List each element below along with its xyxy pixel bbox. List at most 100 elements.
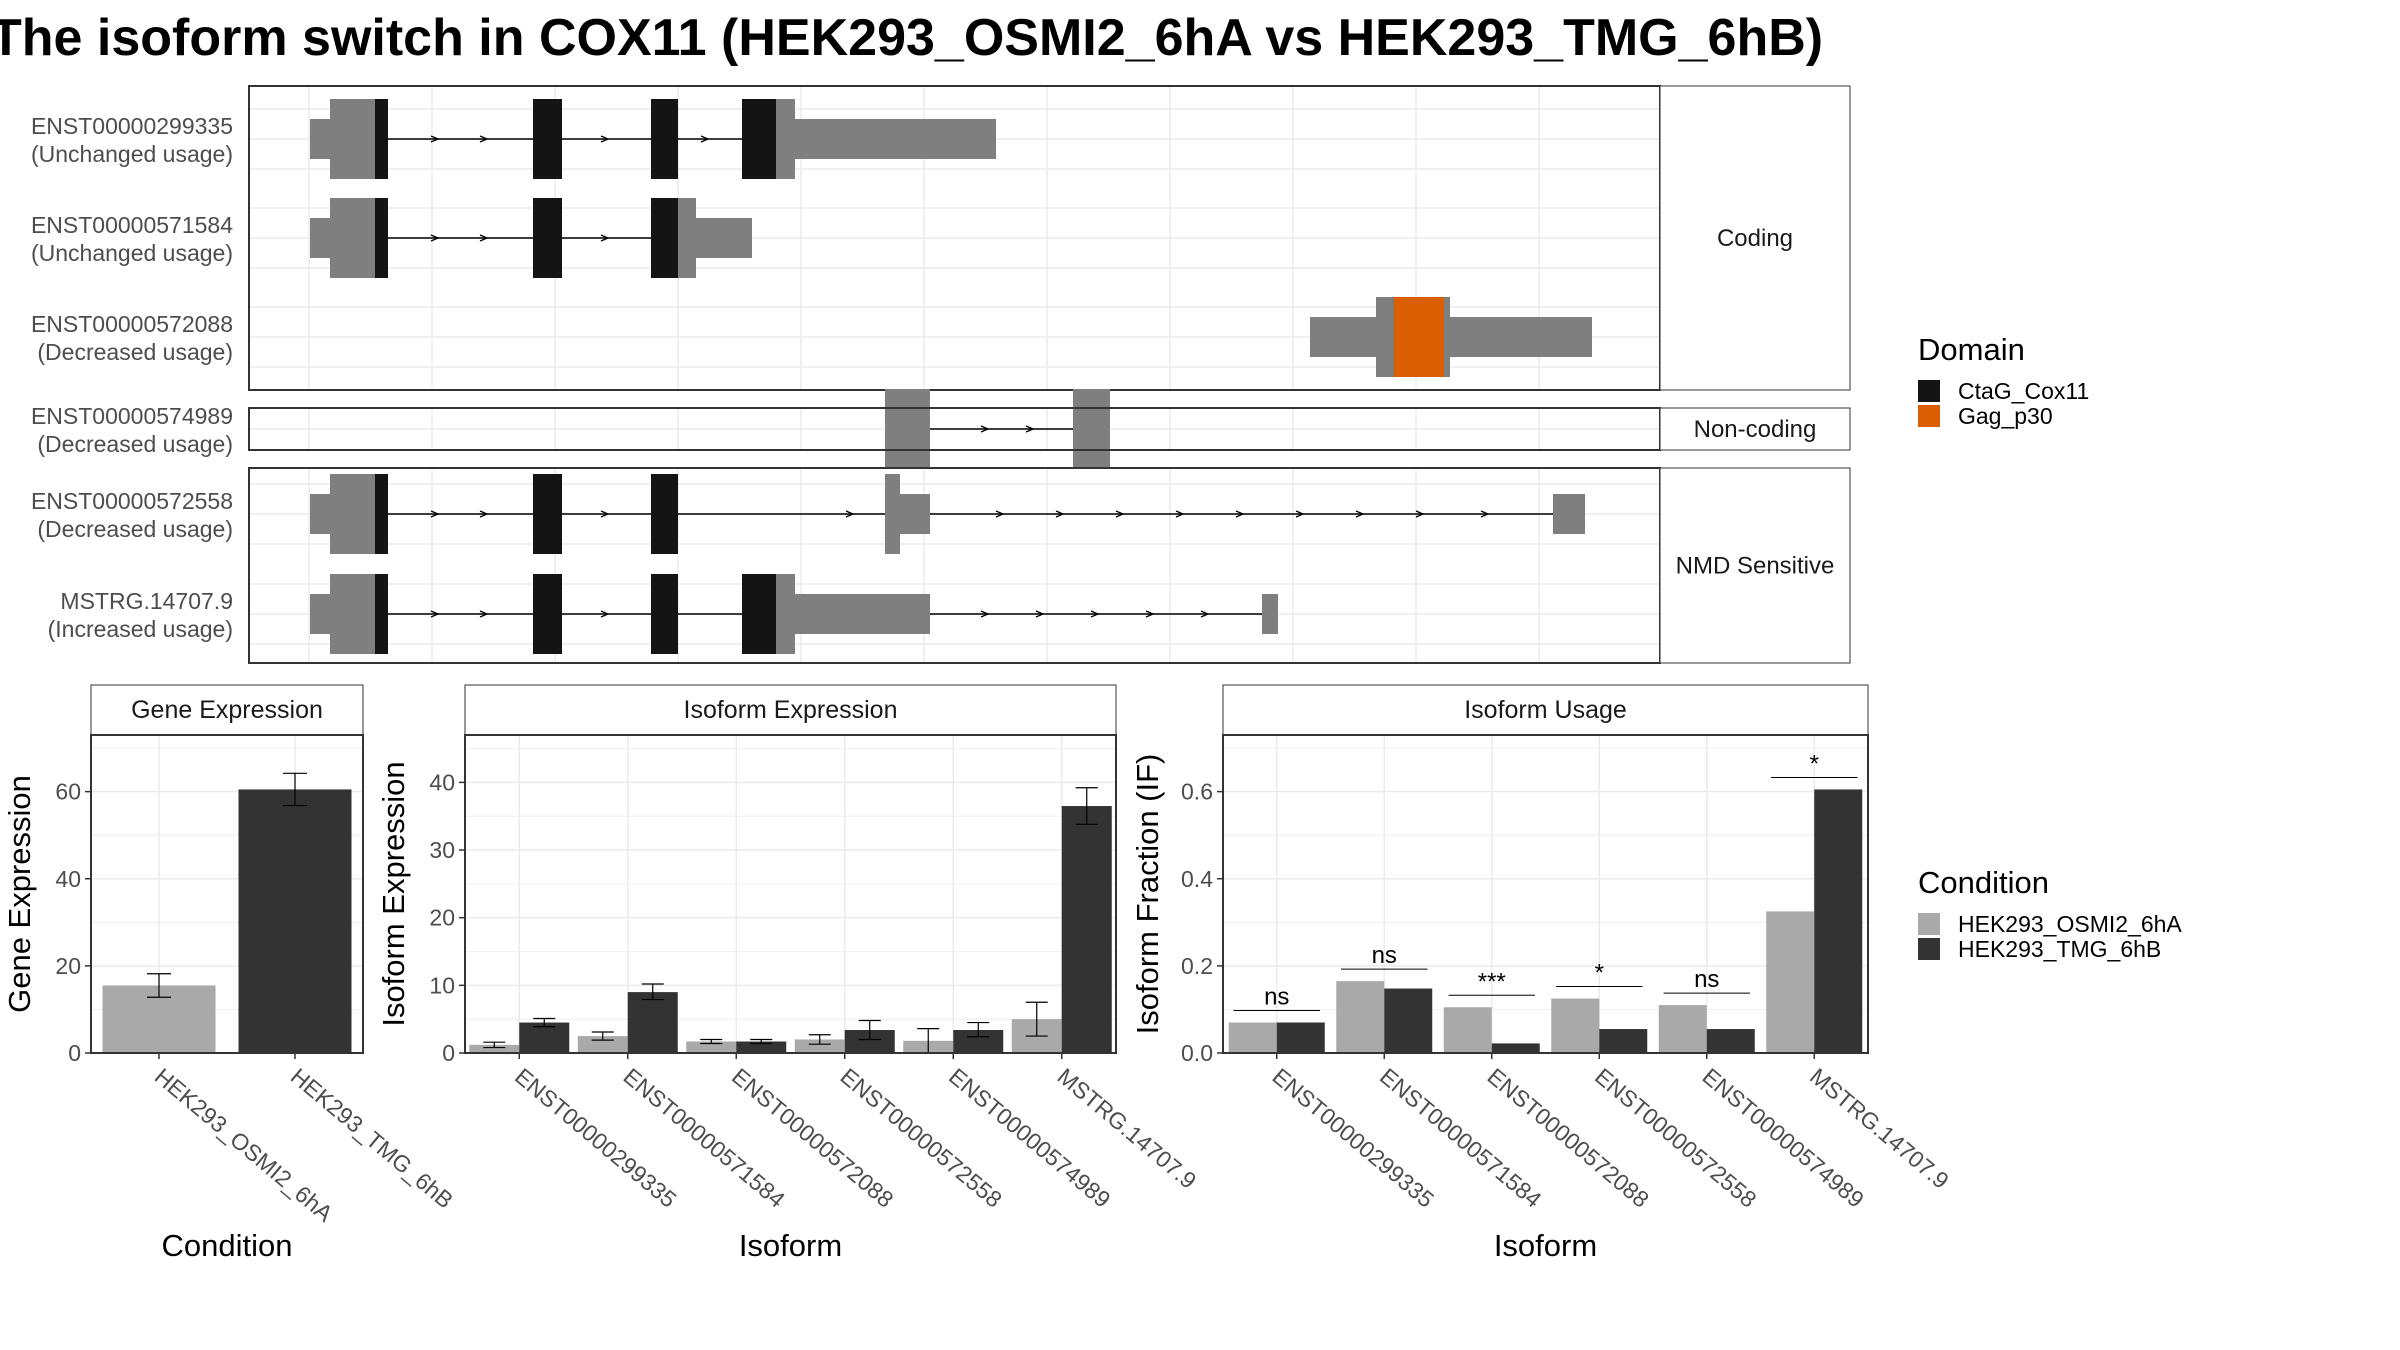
exon-block bbox=[885, 389, 930, 469]
significance-label: * bbox=[1595, 960, 1604, 987]
chart-title: Isoform Expression bbox=[684, 696, 898, 724]
transcript-usage-label: (Decreased usage) bbox=[37, 516, 233, 542]
domain-ctag-cox11-block bbox=[533, 198, 562, 278]
plot-panel-background bbox=[465, 735, 1116, 1053]
x-axis-title: Condition bbox=[162, 1228, 293, 1263]
intron-direction-arrow bbox=[1200, 610, 1210, 618]
facet-strip bbox=[1659, 85, 1851, 391]
domain-ctag-cox11-block bbox=[651, 99, 678, 179]
bar bbox=[1766, 911, 1815, 1053]
y-axis-title: Isoform Expression bbox=[376, 761, 411, 1026]
bar bbox=[1551, 998, 1600, 1053]
intron-direction-arrow bbox=[845, 510, 855, 518]
legend-swatch bbox=[1918, 913, 1940, 935]
intron-direction-arrow bbox=[1115, 510, 1125, 518]
intron-direction-arrow bbox=[700, 135, 710, 143]
intron-direction-arrow bbox=[1025, 425, 1035, 433]
exon-block bbox=[776, 574, 795, 654]
figure-title: The isoform switch in COX11 (HEK293_OSMI… bbox=[0, 9, 1823, 67]
intron-direction-arrow bbox=[1295, 510, 1305, 518]
legend-label: Gag_p30 bbox=[1958, 403, 2053, 429]
legend-label: CtaG_Cox11 bbox=[1958, 378, 2089, 404]
y-tick-label: 0.4 bbox=[1181, 866, 1213, 892]
intron-direction-arrow bbox=[1055, 510, 1065, 518]
isoform-expression-chart: Isoform Expression010203040ENST000002993… bbox=[376, 684, 1201, 1263]
facet-strip bbox=[1659, 407, 1851, 451]
y-tick-label: 0 bbox=[68, 1040, 81, 1066]
bar bbox=[238, 789, 352, 1053]
exon-block bbox=[310, 494, 330, 534]
transcript-id-label: ENST00000572558 bbox=[31, 488, 233, 514]
bar bbox=[1658, 1005, 1707, 1053]
plot-panel-border bbox=[90, 734, 364, 1054]
intron-direction-arrow bbox=[1480, 510, 1490, 518]
y-tick-label: 0.6 bbox=[1181, 779, 1213, 805]
y-tick-label: 20 bbox=[429, 905, 455, 931]
bar bbox=[1706, 1029, 1755, 1053]
domain-ctag-cox11-block bbox=[533, 574, 562, 654]
bar bbox=[1491, 1043, 1540, 1053]
plot-panel-border bbox=[1222, 734, 1869, 1054]
bar bbox=[1599, 1029, 1648, 1053]
panel-title-strip bbox=[464, 684, 1117, 736]
bar bbox=[1061, 806, 1112, 1053]
intron-direction-arrow bbox=[479, 135, 489, 143]
facet-panel-background bbox=[249, 468, 1660, 663]
intron-direction-arrow bbox=[1145, 610, 1155, 618]
transcript-ENST00000571584: ENST00000571584(Unchanged usage) bbox=[31, 198, 752, 278]
y-tick-label: 60 bbox=[55, 779, 81, 805]
exon-block bbox=[795, 594, 930, 634]
intron-direction-arrow bbox=[430, 234, 440, 242]
y-tick-label: 40 bbox=[429, 769, 455, 795]
bar bbox=[1443, 1007, 1492, 1053]
exon-block bbox=[776, 99, 795, 179]
facet-strip-label: Non-coding bbox=[1694, 416, 1817, 443]
y-tick-label: 40 bbox=[55, 866, 81, 892]
domain-ctag-cox11-block bbox=[375, 474, 388, 554]
transcript-structure-plot: ENST00000299335(Unchanged usage) ENST0000… bbox=[31, 85, 1851, 664]
legend-label: HEK293_TMG_6hB bbox=[1958, 936, 2161, 962]
transcript-id-label: ENST00000571584 bbox=[31, 212, 233, 238]
y-tick-label: 30 bbox=[429, 837, 455, 863]
domain-ctag-cox11-block bbox=[375, 99, 388, 179]
exon-block bbox=[310, 594, 330, 634]
transcript-usage-label: (Increased usage) bbox=[48, 616, 233, 642]
exon-block bbox=[330, 198, 375, 278]
exon-block bbox=[1553, 494, 1585, 534]
bar bbox=[469, 1044, 520, 1053]
bar bbox=[794, 1039, 845, 1053]
significance-label: ns bbox=[1264, 984, 1289, 1011]
bar bbox=[844, 1029, 895, 1053]
exon-block bbox=[330, 574, 375, 654]
domain-ctag-cox11-block bbox=[533, 474, 562, 554]
intron-direction-arrow bbox=[980, 610, 990, 618]
exon-block bbox=[310, 119, 330, 159]
transcript-usage-label: (Decreased usage) bbox=[37, 339, 233, 365]
transcript-id-label: ENST00000299335 bbox=[31, 113, 233, 139]
y-axis-title: Isoform Fraction (IF) bbox=[1130, 754, 1165, 1035]
transcript-ENST00000572088: ENST00000572088(Decreased usage) bbox=[31, 297, 1592, 377]
exon-block bbox=[330, 99, 375, 179]
bar bbox=[1336, 981, 1385, 1053]
exon-block bbox=[1444, 297, 1450, 377]
exon-block bbox=[1450, 317, 1592, 357]
plot-panel-background bbox=[1223, 735, 1868, 1053]
y-tick-label: 0.2 bbox=[1181, 953, 1213, 979]
bar bbox=[1228, 1022, 1277, 1053]
intron-direction-arrow bbox=[430, 610, 440, 618]
transcript-id-label: MSTRG.14707.9 bbox=[60, 588, 233, 614]
intron-direction-arrow bbox=[995, 510, 1005, 518]
transcript-id-label: ENST00000572088 bbox=[31, 311, 233, 337]
domain-ctag-cox11-block bbox=[651, 474, 678, 554]
bar bbox=[1814, 789, 1863, 1053]
plot-panel-border bbox=[464, 734, 1117, 1054]
structure-facet-nmd-sensitive: ENST00000572558(Decreased usage) MSTRG.14… bbox=[31, 467, 1851, 664]
intron-direction-arrow bbox=[600, 135, 610, 143]
intron-direction-arrow bbox=[600, 610, 610, 618]
intron-direction-arrow bbox=[1035, 610, 1045, 618]
transcript-usage-label: (Unchanged usage) bbox=[31, 141, 233, 167]
y-tick-label: 10 bbox=[429, 972, 455, 998]
legend-swatch bbox=[1918, 938, 1940, 960]
